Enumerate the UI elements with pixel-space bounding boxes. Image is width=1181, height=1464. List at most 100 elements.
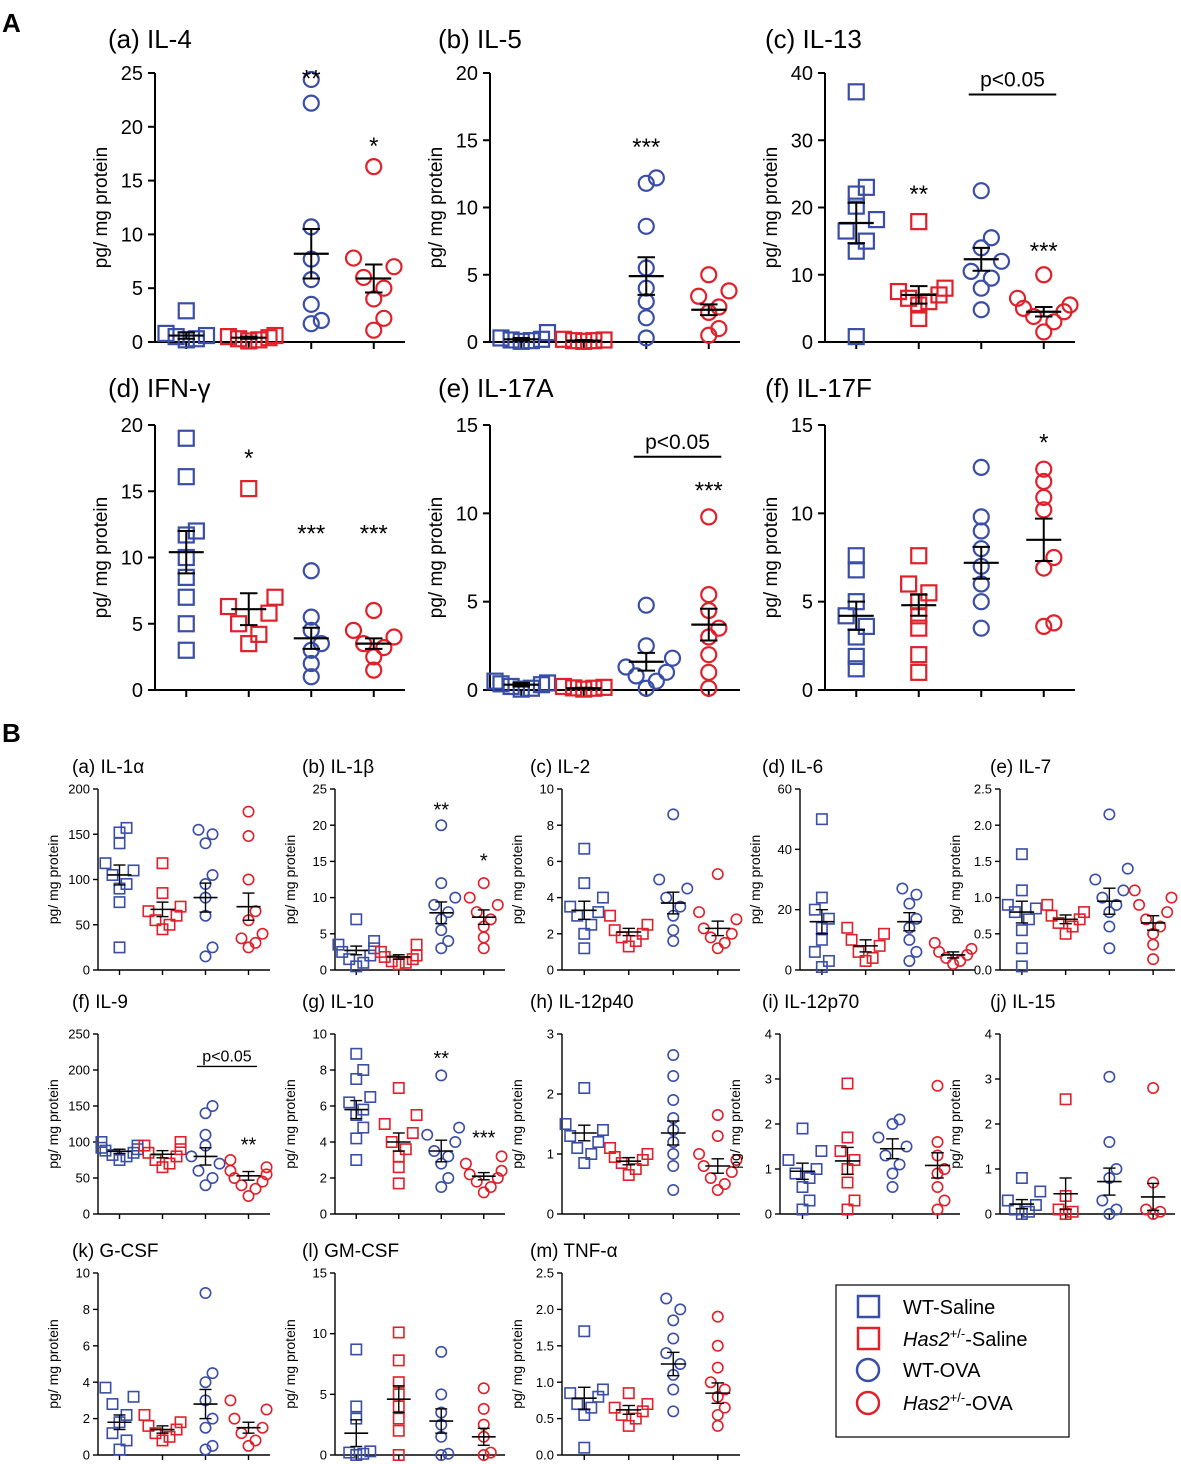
- data-point: [120, 1150, 133, 1163]
- data-point: [637, 596, 655, 614]
- data-point: [149, 914, 162, 927]
- chart-b-d: (d) IL-6 0 20 40 60 pg/ mg protein: [747, 757, 978, 978]
- data-point: [972, 279, 990, 297]
- data-point: [260, 604, 278, 622]
- y-tick-label: 0: [802, 332, 813, 354]
- data-point: [163, 1157, 176, 1170]
- data-point: [491, 898, 504, 911]
- data-point: [972, 508, 990, 526]
- y-tick-label: 30: [791, 130, 813, 152]
- data-point: [847, 547, 865, 565]
- data-point: [608, 924, 621, 937]
- chart-title: (l) GM-CSF: [302, 1241, 399, 1262]
- data-point: [350, 1132, 363, 1145]
- data-point: [667, 935, 680, 948]
- legend-item-has2-ova: Has2+/--OVA: [855, 1390, 1013, 1416]
- data-point: [965, 942, 978, 955]
- bracket-label: p<0.05: [980, 69, 1045, 92]
- data-point: [815, 891, 828, 904]
- data-point: [903, 954, 916, 967]
- data-point: [350, 913, 363, 926]
- data-point: [106, 1398, 119, 1411]
- data-point: [718, 1383, 731, 1396]
- data-point: [224, 1154, 237, 1167]
- chart-b-h: (h) IL-12p40 0 1 2 3 pg/ mg protein: [509, 992, 743, 1222]
- data-point: [1161, 906, 1174, 919]
- data-point: [250, 625, 268, 643]
- chart-a-f: (f) IL-17F 0 5 10 15 pg/ mg protein *: [761, 373, 1075, 702]
- data-point: [627, 667, 645, 685]
- data-point: [174, 1416, 187, 1429]
- data-point: [592, 1136, 605, 1149]
- data-point: [896, 882, 909, 895]
- panel-label-A: A: [2, 8, 21, 38]
- data-point: [199, 1443, 212, 1456]
- y-tick-label: 15: [456, 130, 478, 152]
- data-point: [442, 1447, 455, 1460]
- data-point: [585, 1401, 598, 1414]
- data-point: [435, 924, 448, 937]
- data-point: [837, 222, 855, 240]
- data-point: [336, 945, 349, 958]
- data-point: [113, 896, 126, 909]
- data-point: [886, 1167, 899, 1180]
- data-point: [641, 918, 654, 931]
- y-axis-label: pg/ mg protein: [282, 1319, 298, 1409]
- data-point: [711, 1310, 724, 1323]
- data-point: [857, 178, 875, 196]
- significance-label: **: [433, 800, 449, 822]
- data-point: [903, 933, 916, 946]
- data-point: [477, 942, 490, 955]
- data-point: [131, 1143, 144, 1156]
- data-point: [796, 1122, 809, 1135]
- y-axis-label: pg/ mg protein: [45, 835, 61, 925]
- data-point: [477, 1449, 490, 1462]
- chart-b-k: (k) G-CSF 0 2 4 6 8 10 pg/ mg protein: [45, 1241, 273, 1463]
- data-point: [512, 680, 530, 698]
- data-point: [910, 547, 928, 565]
- data-point: [406, 1127, 419, 1140]
- data-point: [344, 249, 363, 267]
- y-tick-label: 100: [68, 1135, 90, 1150]
- data-point: [368, 935, 381, 948]
- y-tick-label: 0: [467, 332, 478, 354]
- data-point: [192, 823, 205, 836]
- data-point: [1015, 848, 1028, 861]
- data-point: [1103, 808, 1116, 821]
- data-point: [392, 1177, 405, 1190]
- y-axis-label: pg/ mg protein: [761, 147, 782, 268]
- y-axis-label: pg/ mg protein: [761, 497, 782, 618]
- data-point: [841, 1131, 854, 1144]
- data-point: [127, 1146, 140, 1159]
- data-point: [931, 1079, 944, 1092]
- data-point: [710, 319, 728, 338]
- data-point: [170, 909, 183, 922]
- data-point: [730, 913, 743, 926]
- data-point: [142, 905, 155, 918]
- data-point: [1147, 1082, 1160, 1095]
- y-tick-label: 0: [985, 1207, 992, 1222]
- data-point: [637, 637, 655, 655]
- data-point: [249, 936, 262, 949]
- data-point: [1133, 898, 1146, 911]
- data-point: [711, 1419, 724, 1432]
- data-point: [711, 1339, 724, 1352]
- y-tick-label: 0: [132, 332, 143, 354]
- data-point: [1103, 942, 1116, 955]
- data-point: [256, 927, 269, 940]
- square-marker-icon: [856, 1294, 881, 1319]
- y-tick-label: 4: [320, 1135, 327, 1150]
- significance-label: **: [241, 1135, 257, 1157]
- data-point: [641, 1398, 654, 1411]
- data-point: [841, 1077, 854, 1090]
- data-point: [992, 252, 1011, 270]
- data-point: [463, 1168, 476, 1181]
- data-point: [660, 891, 673, 904]
- data-point: [392, 1412, 405, 1425]
- chart-a-b: (b) IL-5 0 5 10 15 20 pg/ mg protein ***: [426, 24, 740, 354]
- data-point: [224, 1394, 237, 1407]
- data-point: [847, 628, 865, 646]
- y-tick-label: 8: [320, 1063, 327, 1078]
- data-point: [177, 641, 195, 659]
- data-point: [1140, 913, 1153, 926]
